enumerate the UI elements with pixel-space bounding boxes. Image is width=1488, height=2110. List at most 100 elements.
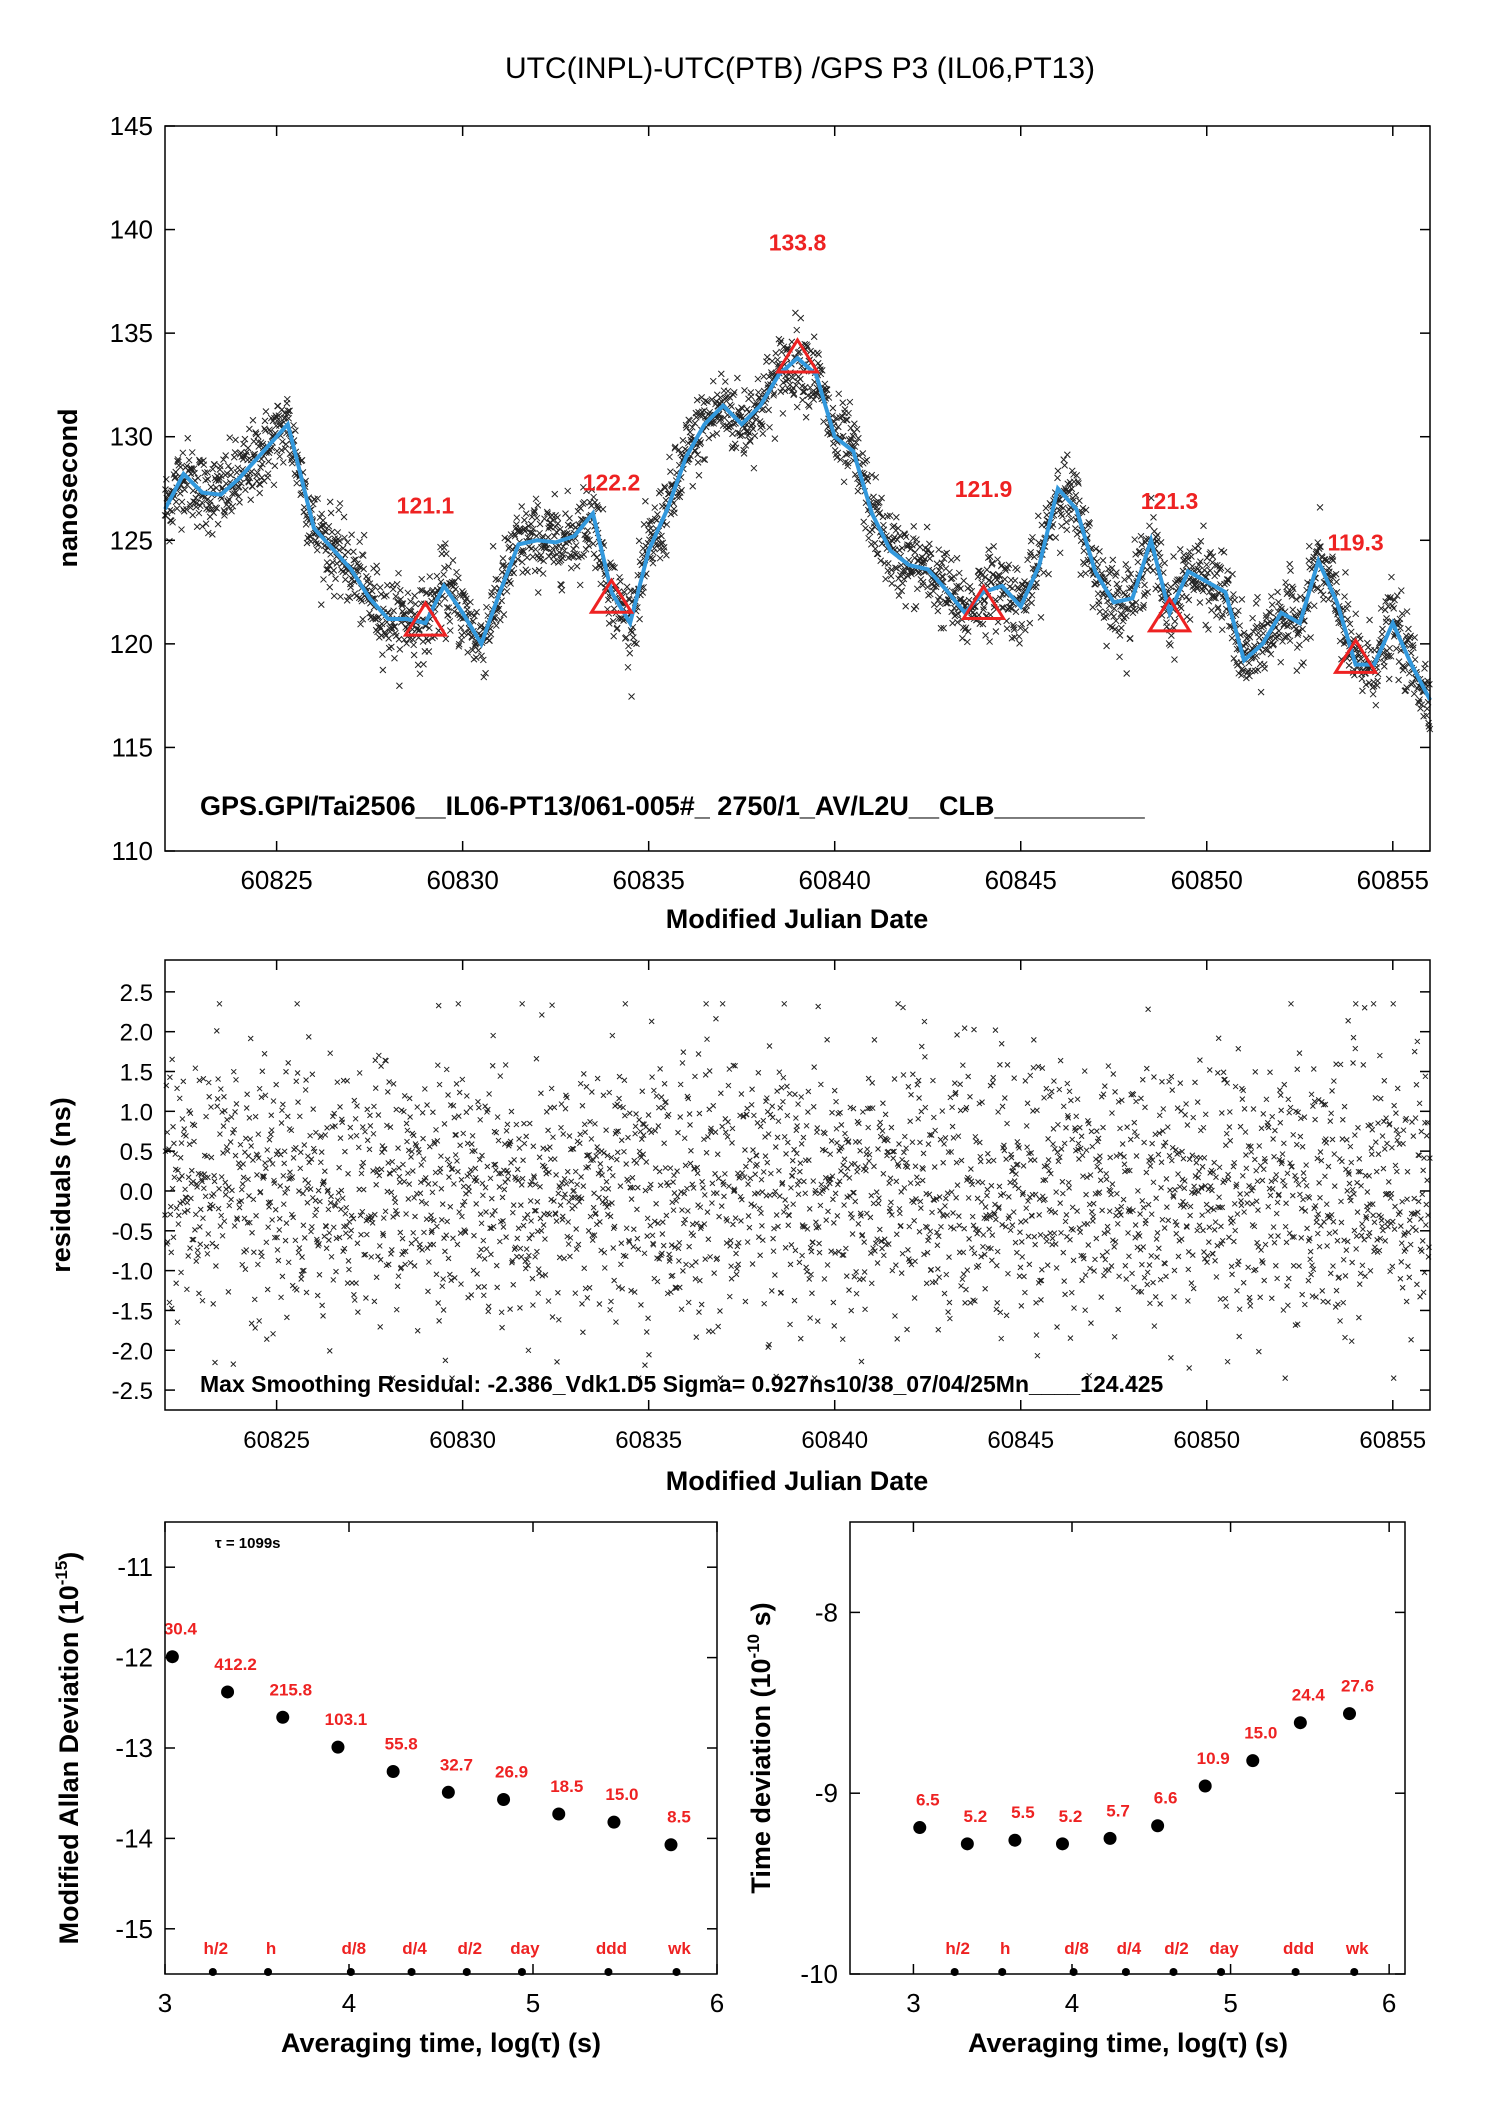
residual-point <box>899 1271 904 1276</box>
residual-point <box>644 1159 649 1164</box>
residual-point <box>1058 1201 1063 1206</box>
raw-point <box>417 671 423 677</box>
residual-point <box>943 1135 948 1140</box>
raw-point <box>1412 657 1418 663</box>
residual-point <box>588 1214 593 1219</box>
residual-point <box>264 1337 269 1342</box>
residual-point <box>327 1230 332 1235</box>
residual-point <box>612 1224 617 1229</box>
residual-point <box>368 1123 373 1128</box>
residual-point <box>1009 1155 1014 1160</box>
residual-point <box>212 1179 217 1184</box>
residual-point <box>525 1212 530 1217</box>
residual-point <box>977 1140 982 1145</box>
residual-point <box>1004 1157 1009 1162</box>
residual-point <box>316 1188 321 1193</box>
raw-point <box>443 636 449 642</box>
residual-point <box>249 1321 254 1326</box>
residual-point <box>419 1199 424 1204</box>
raw-point <box>194 524 200 530</box>
raw-point <box>734 375 740 381</box>
residual-point <box>511 1282 516 1287</box>
residual-point <box>656 1105 661 1110</box>
residual-point <box>402 1093 407 1098</box>
residual-point <box>671 1173 676 1178</box>
residual-point <box>627 1111 632 1116</box>
residual-point <box>488 1176 493 1181</box>
raw-point <box>331 567 337 573</box>
raw-point <box>956 570 962 576</box>
residual-point <box>209 1155 214 1160</box>
residual-point <box>624 1226 629 1231</box>
residual-point <box>916 1078 921 1083</box>
residual-point <box>592 1121 597 1126</box>
residual-point <box>192 1139 197 1144</box>
residual-point <box>1133 1222 1138 1227</box>
residual-point <box>634 1207 639 1212</box>
residual-point <box>928 1229 933 1234</box>
residual-point <box>713 1130 718 1135</box>
residual-point <box>770 1104 775 1109</box>
residual-point <box>408 1114 413 1119</box>
residual-point <box>352 1298 357 1303</box>
residual-point <box>239 1187 244 1192</box>
residual-point <box>580 1301 585 1306</box>
residual-point <box>966 1074 971 1079</box>
raw-point <box>189 449 195 455</box>
residual-point <box>296 1100 301 1105</box>
residual-point <box>876 1201 881 1206</box>
residual-point <box>756 1070 761 1075</box>
raw-point <box>633 641 639 647</box>
residual-point <box>618 1184 623 1189</box>
raw-point <box>292 428 298 434</box>
residual-point <box>1128 1137 1133 1142</box>
residual-point <box>376 1053 381 1058</box>
residual-point <box>1026 1234 1031 1239</box>
raw-point <box>991 543 997 549</box>
residual-point <box>444 1233 449 1238</box>
residual-point <box>425 1246 430 1251</box>
residual-point <box>734 1272 739 1277</box>
residual-point <box>219 1174 224 1179</box>
residual-point <box>725 1119 730 1124</box>
residual-point <box>807 1277 812 1282</box>
residual-point <box>1104 1177 1109 1182</box>
residual-point <box>322 1169 327 1174</box>
residual-point <box>650 1075 655 1080</box>
residual-point <box>675 1169 680 1174</box>
raw-point <box>1197 599 1203 605</box>
raw-point <box>800 397 806 403</box>
residual-point <box>481 1293 486 1298</box>
residual-point <box>796 1178 801 1183</box>
raw-point <box>337 594 343 600</box>
raw-point <box>337 500 343 506</box>
residual-point <box>705 1210 710 1215</box>
residual-point <box>947 1255 952 1260</box>
residual-point <box>891 1156 896 1161</box>
residual-point <box>880 1128 885 1133</box>
raw-point <box>1059 513 1065 519</box>
raw-point <box>1289 584 1295 590</box>
raw-point <box>1287 638 1293 644</box>
raw-point <box>242 436 248 442</box>
residual-point <box>905 1327 910 1332</box>
raw-point <box>1029 592 1035 598</box>
residual-point <box>826 1209 831 1214</box>
residual-point <box>654 1094 659 1099</box>
raw-point <box>504 588 510 594</box>
residual-point <box>411 1133 416 1138</box>
residual-point <box>328 1051 333 1056</box>
residual-point <box>776 1168 781 1173</box>
residual-point <box>708 1254 713 1259</box>
raw-point <box>447 628 453 634</box>
residual-point <box>796 1192 801 1197</box>
residual-point <box>942 1291 947 1296</box>
residual-point <box>1034 1300 1039 1305</box>
residual-point <box>967 1236 972 1241</box>
residual-point <box>560 1214 565 1219</box>
residual-point <box>353 1116 358 1121</box>
residual-point <box>838 1110 843 1115</box>
raw-point <box>233 437 239 443</box>
